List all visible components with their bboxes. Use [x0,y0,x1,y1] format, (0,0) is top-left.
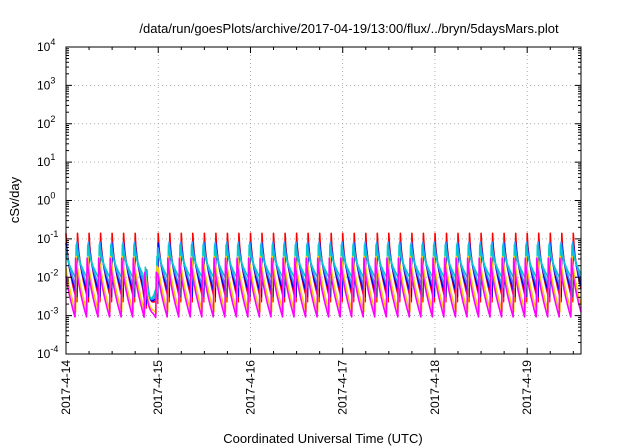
series-group [65,232,582,319]
y-tick-label: 10-2 [37,267,58,284]
y-tick-label: 10-3 [37,306,58,323]
y-tick-exponent: 1 [50,152,55,162]
x-tick-label: 2017-4-19 [520,360,534,415]
ticks [65,46,581,355]
series-line [65,255,582,315]
y-tick-base: 10 [37,155,51,169]
y-tick-base: 10 [37,40,51,54]
y-tick-exponent: 4 [50,37,55,47]
y-tick-exponent: 2 [50,114,55,124]
y-tick-exponent: 3 [50,75,55,85]
x-axis-label: Coordinated Universal Time (UTC) [223,431,422,446]
chart-title: /data/run/goesPlots/archive/2017-04-19/1… [139,21,559,36]
y-tick-label: 100 [37,191,55,208]
y-tick-exponent: 0 [50,191,55,201]
y-tick-exponent: -4 [50,344,58,354]
y-axis-label: cSv/day [7,176,22,223]
y-tick-base: 10 [37,232,51,246]
y-tick-label: 102 [37,114,55,131]
y-tick-base: 10 [37,309,51,323]
y-tick-label: 104 [37,37,55,54]
y-tick-base: 10 [37,194,51,208]
y-tick-exponent: -2 [50,267,58,277]
x-tick-label: 2017-4-18 [428,360,442,415]
y-tick-label: 10-1 [37,229,58,246]
y-tick-exponent: -3 [50,306,58,316]
series-line [65,244,582,300]
y-tick-label: 10-4 [37,344,58,361]
y-tick-base: 10 [37,270,51,284]
series-line [65,257,582,319]
x-tick-label: 2017-4-17 [336,360,350,415]
x-tick-label: 2017-4-16 [243,360,257,415]
y-tick-base: 10 [37,117,51,131]
y-tick-base: 10 [37,347,51,361]
x-tick-label: 2017-4-14 [59,360,73,415]
x-tick-label: 2017-4-15 [151,360,165,415]
y-tick-label: 103 [37,75,55,92]
y-tick-exponent: -1 [50,229,58,239]
x-tick-labels: 2017-4-14 2017-4-15 2017-4-16 2017-4-17 2017… [59,360,534,415]
y-tick-label: 101 [37,152,55,169]
y-tick-base: 10 [37,78,51,92]
